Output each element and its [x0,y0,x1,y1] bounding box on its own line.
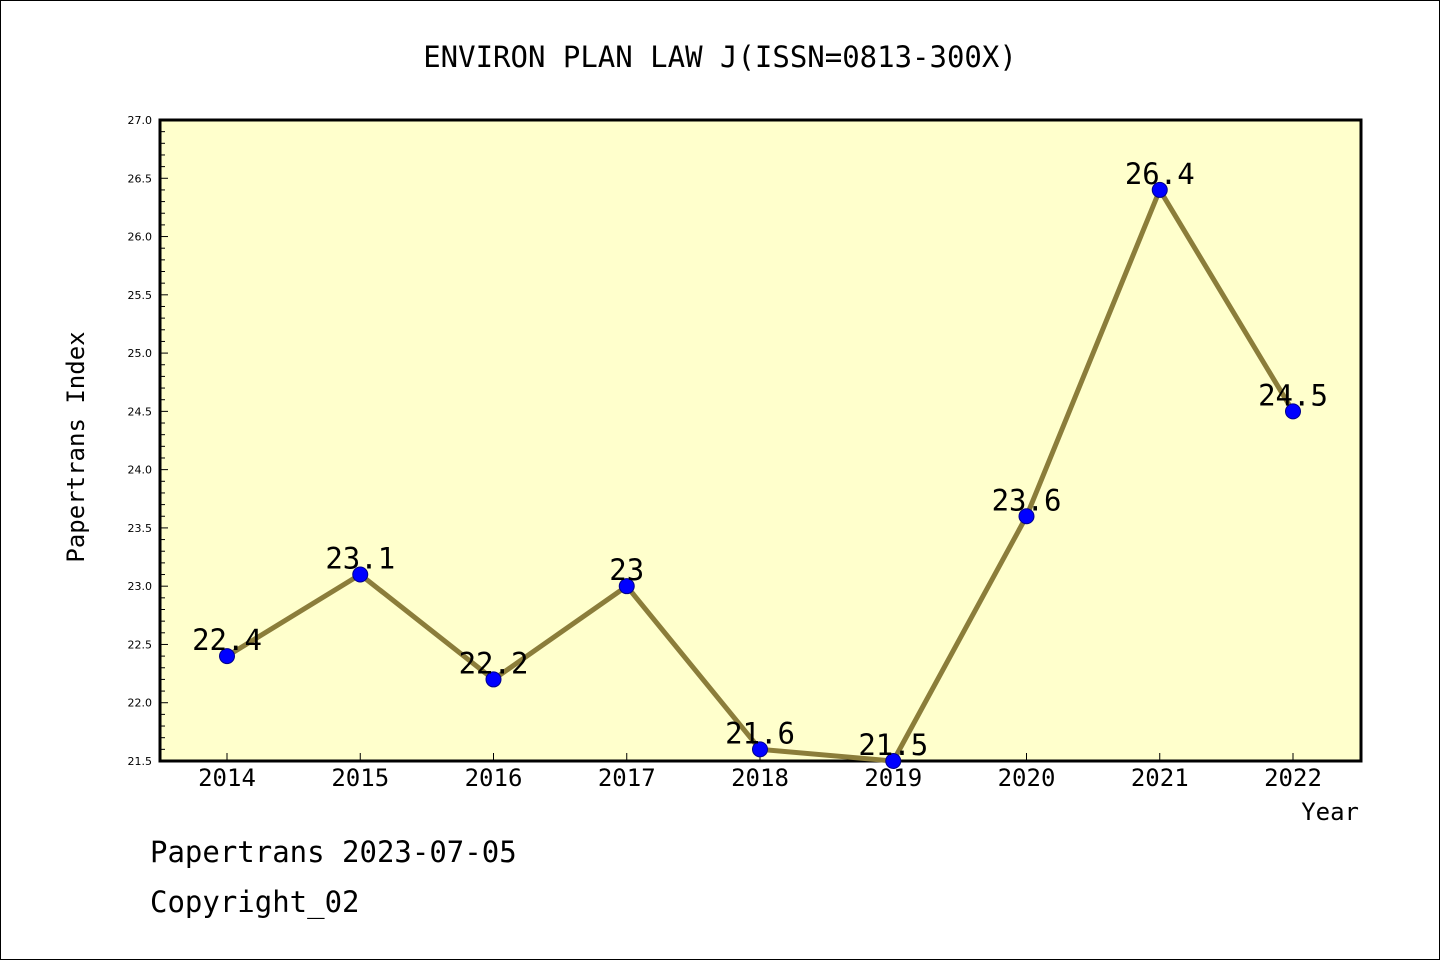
x-axis: 2014 2015 2016 2017 2018 2019 2020 2021 2022 [198,753,1322,792]
data-point [752,741,768,758]
y-tick-label: 22.0 [128,697,153,710]
data-label: 21.5 [858,728,928,762]
y-tick-label: 27.0 [128,114,153,127]
data-point [485,671,502,688]
y-tick-label: 23.0 [128,580,153,593]
y-tick-label: 21.5 [128,755,153,768]
data-point [352,566,369,583]
x-tick-label: 2014 [198,764,256,792]
series-markers [219,181,1301,769]
y-tick-label: 26.5 [128,172,153,185]
data-point [885,753,902,769]
footer-date: Papertrans 2023-07-05 [150,835,517,869]
y-tick-label: 23.5 [128,522,153,535]
data-label: 22.2 [459,646,529,680]
y-axis-title: Papertrans Index [62,331,90,562]
y-tick-label: 25.5 [128,289,153,302]
data-point [1151,181,1168,198]
y-tick-label: 25.0 [128,347,153,360]
data-label: 23 [609,553,644,587]
footer-copyright: Copyright_02 [150,885,360,919]
chart-title: ENVIRON PLAN LAW J(ISSN=0813-300X) [423,40,1017,74]
y-tick-label: 24.5 [128,405,153,418]
data-point [219,648,235,665]
x-tick-label: 2022 [1264,764,1322,792]
plot-area [158,118,1363,763]
x-tick-label: 2015 [331,764,389,792]
data-point [618,578,635,595]
data-labels: 22.4 23.1 22.2 23 21.6 21.5 23.6 26.4 24.5 [192,157,1328,762]
data-label: 23.1 [325,542,395,576]
x-tick-label: 2017 [598,764,656,792]
y-tick-label: 26.0 [128,231,153,244]
y-tick-label: 24.0 [128,464,153,477]
data-label: 24.5 [1258,378,1328,412]
data-point [1018,508,1035,525]
data-label: 26.4 [1125,157,1195,191]
x-tick-label: 2018 [731,764,789,792]
y-tick-label: 22.5 [128,638,153,651]
x-tick-label: 2021 [1131,764,1189,792]
data-point [1285,403,1301,420]
data-label: 21.6 [725,716,795,750]
y-axis: 21.5 22.0 22.5 23.0 23.5 24.0 24.5 25.0 25.5 26.0… [128,114,168,768]
data-label: 22.4 [192,623,262,657]
x-tick-label: 2020 [998,764,1056,792]
x-tick-label: 2016 [465,764,523,792]
data-label: 23.6 [992,483,1062,517]
x-axis-title: Year [1301,798,1359,826]
